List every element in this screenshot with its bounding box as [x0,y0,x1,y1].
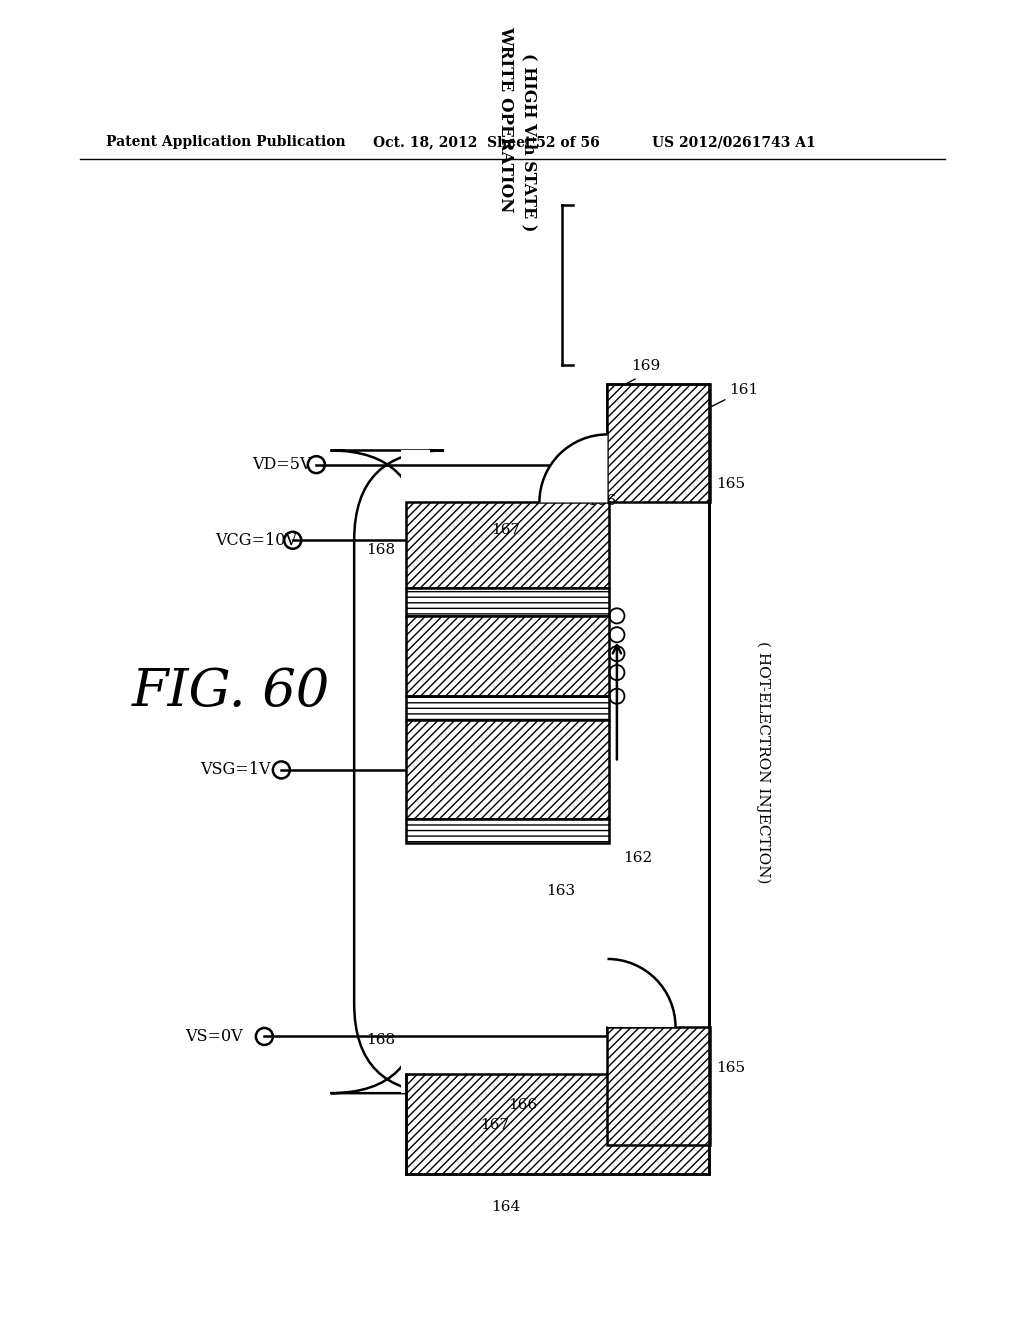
Bar [407,587,609,616]
Text: 168: 168 [367,1034,395,1047]
Bar [407,616,609,696]
Bar [607,384,711,503]
Text: 167: 167 [480,1118,509,1133]
Text: 166: 166 [508,1098,538,1113]
Text: VSG=1V: VSG=1V [200,762,270,779]
Text: Oct. 18, 2012  Sheet 52 of 56: Oct. 18, 2012 Sheet 52 of 56 [373,135,600,149]
Text: WRITE OPERATION: WRITE OPERATION [497,26,514,213]
Text: VD=5V: VD=5V [252,457,311,473]
Bar [407,696,609,719]
Bar [607,384,711,507]
Text: 165: 165 [716,1061,745,1076]
Text: ( HIGH Vth STATE ): ( HIGH Vth STATE ) [520,53,538,231]
Text: 162: 162 [624,850,652,865]
Text: FIG. 60: FIG. 60 [132,665,331,717]
Bar [607,503,711,1027]
Text: ( HOT-ELECTRON INJECTION): ( HOT-ELECTRON INJECTION) [756,642,771,883]
Text: VS=0V: VS=0V [185,1028,243,1045]
Text: US 2012/0261743 A1: US 2012/0261743 A1 [652,135,816,149]
FancyBboxPatch shape [331,450,444,1093]
Bar [401,450,430,1093]
Text: 163: 163 [546,883,575,898]
Text: 167: 167 [492,523,520,537]
Bar [407,1074,709,1173]
Text: Patent Application Publication: Patent Application Publication [105,135,345,149]
Text: 166: 166 [588,494,616,508]
Text: 165: 165 [716,478,745,491]
Bar [607,1027,711,1146]
Bar [407,719,609,820]
Bar [407,503,609,587]
Text: 164: 164 [492,1200,520,1214]
Text: VCG=10V: VCG=10V [215,532,297,549]
Bar [407,820,609,842]
Text: 161: 161 [729,383,759,397]
Wedge shape [540,434,607,503]
Wedge shape [607,958,676,1027]
Text: 169: 169 [631,359,660,374]
Text: 168: 168 [367,544,395,557]
